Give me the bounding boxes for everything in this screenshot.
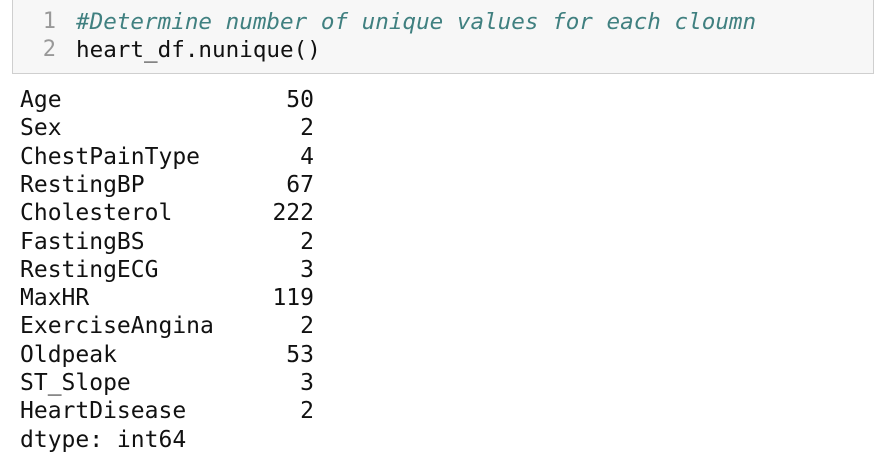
row-value: 119 [272, 285, 314, 312]
dtype: dtype: int64 [20, 426, 187, 453]
row-value: 3 [300, 256, 314, 283]
code-line: heart_df.nunique() [76, 37, 321, 63]
row-value: 2 [300, 313, 314, 340]
row-name: Sex [20, 115, 62, 142]
code-line: #Determine number of unique values for e… [76, 9, 757, 35]
row-name: Oldpeak [20, 341, 117, 368]
row-value: 67 [286, 171, 314, 198]
row-name: ChestPainType [20, 143, 201, 170]
row-value: 53 [286, 341, 314, 368]
row-name: Cholesterol [20, 200, 173, 227]
row-value: 50 [286, 87, 314, 113]
row-name: RestingECG [20, 256, 159, 283]
row-name: HeartDisease [20, 398, 187, 425]
row-value: 2 [300, 398, 314, 425]
row-value: 222 [272, 200, 314, 227]
row-name: MaxHR [20, 285, 90, 312]
row-value: 4 [300, 143, 314, 170]
row-name: FastingBS [20, 228, 145, 255]
row-name: Age [20, 87, 62, 113]
row-name: ExerciseAngina [20, 313, 214, 340]
row-name: RestingBP [20, 171, 145, 198]
row-value: 2 [300, 115, 314, 142]
row-name: ST_Slope [20, 370, 131, 396]
row-value: 2 [300, 228, 314, 255]
code-cell [12, 0, 874, 74]
line-number: 1 [42, 9, 56, 34]
row-value: 3 [300, 370, 314, 396]
line-number: 2 [42, 37, 56, 62]
